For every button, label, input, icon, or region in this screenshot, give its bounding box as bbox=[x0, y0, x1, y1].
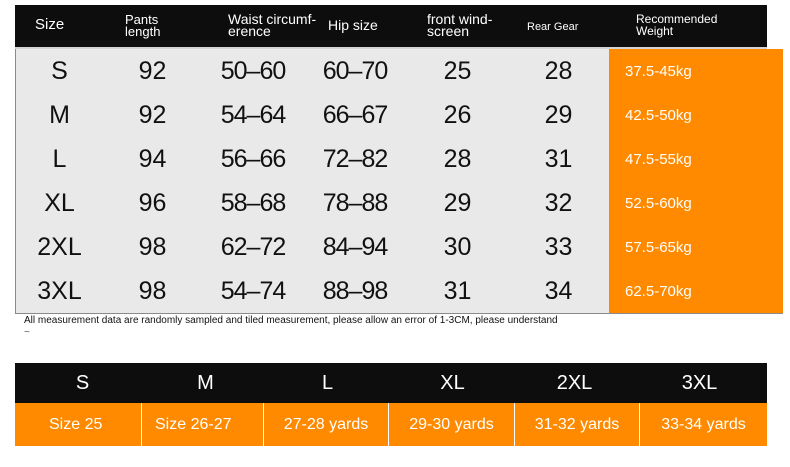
cell-hip: 66–67 bbox=[303, 93, 408, 138]
size-row: M 92 54–64 66–67 26 29 42.5-50kg bbox=[15, 93, 783, 138]
waist-header-size: 2XL bbox=[556, 371, 593, 394]
cell-pants-length: 92 bbox=[102, 49, 204, 94]
cell-size: S bbox=[15, 49, 104, 94]
header-waist-line2: erence bbox=[228, 23, 271, 39]
cell-waist: 50–60 bbox=[203, 49, 304, 94]
waist-value-cell: Size 25 bbox=[15, 403, 142, 446]
header-front-windscreen: front wind- screen bbox=[427, 11, 522, 55]
waist-size-table: S M L XL 2XL 3XL Size 25 Size 26-27 27-2… bbox=[15, 363, 767, 446]
waist-value-cell: 31-32 yards bbox=[515, 403, 640, 446]
cell-front-windscreen: 25 bbox=[407, 49, 509, 94]
cell-waist: 54–74 bbox=[203, 269, 304, 314]
cell-hip: 60–70 bbox=[303, 49, 408, 94]
cell-rear-gear: 33 bbox=[508, 225, 610, 270]
cell-hip: 72–82 bbox=[303, 137, 408, 182]
header-rear-gear: Rear Gear bbox=[527, 21, 617, 63]
header-hip-label: Hip size bbox=[328, 17, 378, 33]
header-pants-length-line2: length bbox=[125, 24, 161, 39]
header-pants-length: Pants length bbox=[125, 12, 205, 56]
cell-pants-length: 96 bbox=[102, 181, 204, 226]
cell-weight: 57.5-65kg bbox=[609, 225, 783, 270]
measurement-note-tail: ~ bbox=[24, 327, 30, 338]
header-weight-line1: Recommended bbox=[636, 12, 718, 26]
size-chart-header: Size Pants length Waist circumf- erence … bbox=[15, 5, 767, 47]
size-chart-table: Size Pants length Waist circumf- erence … bbox=[15, 5, 783, 314]
waist-header-size: S bbox=[75, 371, 90, 394]
header-size: Size bbox=[35, 16, 105, 39]
cell-hip: 78–88 bbox=[303, 181, 408, 226]
waist-header-size: XL bbox=[440, 371, 465, 394]
waist-size-row: Size 25 Size 26-27 27-28 yards 29-30 yar… bbox=[15, 403, 767, 446]
header-weight: Recommended Weight bbox=[636, 13, 756, 55]
cell-size: 2XL bbox=[15, 225, 104, 270]
cell-waist: 56–66 bbox=[203, 137, 304, 182]
cell-weight: 47.5-55kg bbox=[609, 137, 783, 182]
size-row: S 92 50–60 60–70 25 28 37.5-45kg bbox=[15, 49, 783, 94]
measurement-note: All measurement data are randomly sample… bbox=[24, 315, 558, 326]
size-row: L 94 56–66 72–82 28 31 47.5-55kg bbox=[15, 137, 783, 182]
cell-size: M bbox=[15, 93, 104, 138]
header-size-label: Size bbox=[35, 16, 65, 33]
cell-rear-gear: 32 bbox=[508, 181, 610, 226]
header-front-windscreen-line1: front wind- bbox=[427, 11, 493, 27]
waist-header-size: 3XL bbox=[681, 371, 718, 394]
cell-waist: 62–72 bbox=[203, 225, 304, 270]
header-rear-gear-label: Rear Gear bbox=[527, 21, 579, 33]
header-waist-line1: Waist circumf- bbox=[228, 11, 317, 27]
size-row: 3XL 98 54–74 88–98 31 34 62.5-70kg bbox=[15, 269, 783, 314]
cell-pants-length: 94 bbox=[102, 137, 204, 182]
header-pants-length-line1: Pants bbox=[125, 12, 159, 27]
cell-pants-length: 98 bbox=[102, 269, 204, 314]
cell-rear-gear: 28 bbox=[508, 49, 610, 94]
cell-pants-length: 92 bbox=[102, 93, 204, 138]
size-row: 2XL 98 62–72 84–94 30 33 57.5-65kg bbox=[15, 225, 783, 270]
header-weight-line2: Weight bbox=[636, 24, 674, 38]
cell-hip: 84–94 bbox=[303, 225, 408, 270]
waist-value-cell: Size 26-27 bbox=[142, 403, 264, 446]
size-row: XL 96 58–68 78–88 29 32 52.5-60kg bbox=[15, 181, 783, 226]
cell-size: L bbox=[15, 137, 104, 182]
cell-size: 3XL bbox=[15, 269, 104, 314]
cell-weight: 62.5-70kg bbox=[609, 269, 783, 314]
cell-waist: 58–68 bbox=[203, 181, 304, 226]
cell-front-windscreen: 29 bbox=[407, 181, 509, 226]
waist-value-cell: 27-28 yards bbox=[264, 403, 389, 446]
header-hip: Hip size bbox=[328, 17, 418, 61]
cell-front-windscreen: 26 bbox=[407, 93, 509, 138]
header-front-windscreen-line2: screen bbox=[427, 23, 470, 39]
waist-value-cell: 33-34 yards bbox=[661, 415, 746, 433]
cell-hip: 88–98 bbox=[303, 269, 408, 314]
cell-front-windscreen: 30 bbox=[407, 225, 509, 270]
header-waist: Waist circumf- erence bbox=[228, 11, 338, 55]
cell-waist: 54–64 bbox=[203, 93, 304, 138]
cell-pants-length: 98 bbox=[102, 225, 204, 270]
cell-front-windscreen: 28 bbox=[407, 137, 509, 182]
cell-rear-gear: 34 bbox=[508, 269, 610, 314]
cell-rear-gear: 31 bbox=[508, 137, 610, 182]
cell-size: XL bbox=[15, 181, 104, 226]
cell-front-windscreen: 31 bbox=[407, 269, 509, 314]
cell-weight: 52.5-60kg bbox=[609, 181, 783, 226]
cell-weight: 37.5-45kg bbox=[609, 49, 783, 94]
waist-value-cell: 29-30 yards bbox=[389, 403, 515, 446]
waist-header-size: L bbox=[321, 371, 334, 394]
cell-rear-gear: 29 bbox=[508, 93, 610, 138]
waist-size-header: S M L XL 2XL 3XL bbox=[15, 363, 767, 403]
waist-header-size: M bbox=[197, 371, 214, 394]
cell-weight: 42.5-50kg bbox=[609, 93, 783, 138]
